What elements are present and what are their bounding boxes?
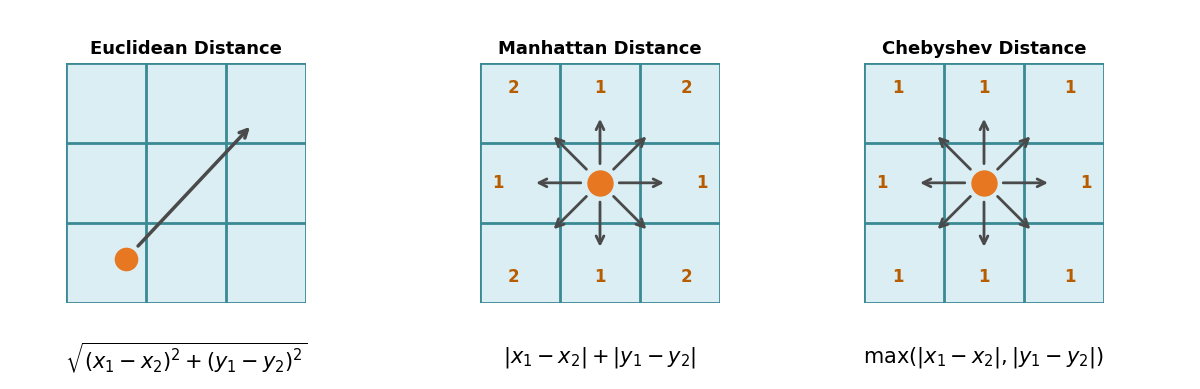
Text: 2: 2 [508,268,520,286]
Text: 1: 1 [1064,79,1076,97]
Text: 1: 1 [978,79,990,97]
Text: 1: 1 [594,79,606,97]
Text: 1: 1 [978,268,990,286]
Text: 1: 1 [1081,174,1092,192]
Text: 2: 2 [680,79,692,97]
Text: 1: 1 [892,79,904,97]
Text: 1: 1 [594,268,606,286]
Text: $\max(|x_1 - x_2|, |y_1 - y_2|)$: $\max(|x_1 - x_2|, |y_1 - y_2|)$ [864,345,1104,370]
Text: 1: 1 [892,268,904,286]
Text: $\sqrt{(x_1 - x_2)^2 + (y_1 - y_2)^2}$: $\sqrt{(x_1 - x_2)^2 + (y_1 - y_2)^2}$ [65,340,307,375]
Text: $|x_1 - x_2| + |y_1 - y_2|$: $|x_1 - x_2| + |y_1 - y_2|$ [503,345,697,370]
Text: 1: 1 [697,174,708,192]
Text: 2: 2 [680,268,692,286]
Title: Chebyshev Distance: Chebyshev Distance [882,40,1086,58]
Text: 2: 2 [508,79,520,97]
Text: 1: 1 [876,174,887,192]
Text: 1: 1 [1064,268,1076,286]
Title: Euclidean Distance: Euclidean Distance [90,40,282,58]
Text: 1: 1 [492,174,503,192]
Title: Manhattan Distance: Manhattan Distance [498,40,702,58]
